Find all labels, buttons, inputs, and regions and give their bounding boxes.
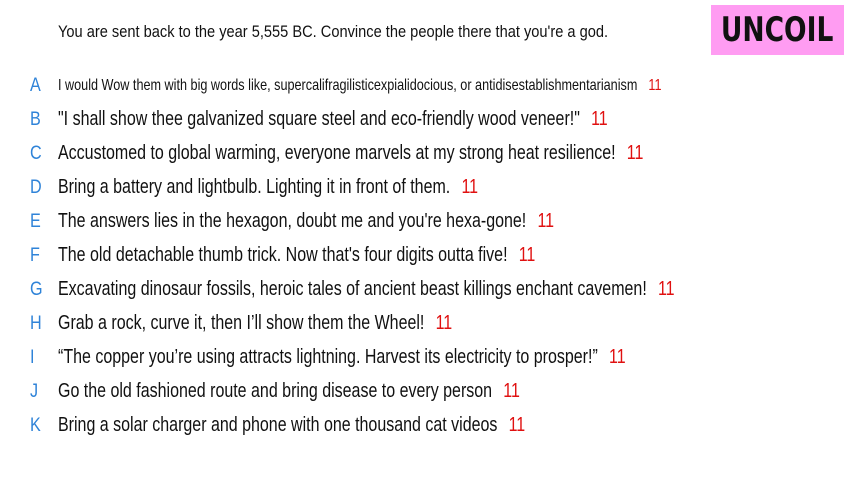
- answer-line: “The copper you’re using attracts lightn…: [58, 346, 626, 369]
- answer-row-d[interactable]: D Bring a battery and lightbulb. Lightin…: [0, 172, 853, 206]
- answer-row-a[interactable]: A I would Wow them with big words like, …: [0, 70, 853, 104]
- answer-score: 11: [461, 176, 479, 198]
- answer-letter: A: [30, 75, 41, 96]
- answer-letter: E: [30, 211, 41, 232]
- answer-row-k[interactable]: K Bring a solar charger and phone with o…: [0, 410, 853, 444]
- answer-score: 11: [537, 210, 555, 232]
- answer-letter: J: [30, 381, 39, 402]
- answer-row-h[interactable]: H Grab a rock, curve it, then I’ll show …: [0, 308, 853, 342]
- answer-row-j[interactable]: J Go the old fashioned route and bring d…: [0, 376, 853, 410]
- answer-text: Grab a rock, curve it, then I’ll show th…: [58, 312, 425, 334]
- answer-score: 11: [508, 414, 526, 436]
- answer-letter: D: [30, 177, 42, 198]
- answer-letter: C: [30, 143, 42, 164]
- answer-score: 11: [648, 77, 662, 94]
- answer-letter: H: [30, 313, 42, 334]
- answer-line: Grab a rock, curve it, then I’ll show th…: [58, 312, 452, 335]
- answer-line: Excavating dinosaur fossils, heroic tale…: [58, 278, 675, 301]
- answer-line: Go the old fashioned route and bring dis…: [58, 380, 520, 403]
- answer-score: 11: [608, 346, 626, 368]
- answer-text: "I shall show thee galvanized square ste…: [58, 108, 580, 130]
- answer-line: "I shall show thee galvanized square ste…: [58, 108, 608, 131]
- answer-line: Bring a solar charger and phone with one…: [58, 414, 525, 437]
- answer-letter: G: [30, 279, 43, 300]
- logo-text: UNCOIL: [721, 10, 834, 50]
- answer-line: Bring a battery and lightbulb. Lighting …: [58, 176, 478, 199]
- answer-list: A I would Wow them with big words like, …: [0, 70, 853, 444]
- question-prompt: You are sent back to the year 5,555 BC. …: [58, 22, 609, 41]
- answer-text: The answers lies in the hexagon, doubt m…: [58, 210, 527, 232]
- answer-row-c[interactable]: C Accustomed to global warming, everyone…: [0, 138, 853, 172]
- answer-text: Excavating dinosaur fossils, heroic tale…: [58, 278, 647, 300]
- answer-score: 11: [518, 244, 536, 266]
- answer-text: “The copper you’re using attracts lightn…: [58, 346, 598, 368]
- answer-score: 11: [591, 108, 608, 130]
- answer-letter: B: [30, 109, 41, 130]
- answer-text: Accustomed to global warming, everyone m…: [58, 142, 616, 164]
- answer-text: Bring a solar charger and phone with one…: [58, 414, 498, 436]
- answer-letter: I: [30, 347, 35, 368]
- answer-line: Accustomed to global warming, everyone m…: [58, 142, 643, 165]
- answer-line: The answers lies in the hexagon, doubt m…: [58, 210, 554, 233]
- answer-row-g[interactable]: G Excavating dinosaur fossils, heroic ta…: [0, 274, 853, 308]
- answer-line: The old detachable thumb trick. Now that…: [58, 244, 535, 267]
- answer-letter: F: [30, 245, 40, 266]
- answer-text: Bring a battery and lightbulb. Lighting …: [58, 176, 451, 198]
- answer-letter: K: [30, 415, 41, 436]
- answer-row-b[interactable]: B "I shall show thee galvanized square s…: [0, 104, 853, 138]
- answer-text: Go the old fashioned route and bring dis…: [58, 380, 493, 402]
- answer-score: 11: [657, 278, 675, 300]
- answer-row-f[interactable]: F The old detachable thumb trick. Now th…: [0, 240, 853, 274]
- answer-row-e[interactable]: E The answers lies in the hexagon, doubt…: [0, 206, 853, 240]
- answer-score: 11: [626, 142, 644, 164]
- uncoil-logo: UNCOIL: [711, 5, 844, 55]
- answer-line: I would Wow them with big words like, su…: [58, 77, 662, 95]
- answer-text: I would Wow them with big words like, su…: [58, 77, 638, 94]
- answer-row-i[interactable]: I “The copper you’re using attracts ligh…: [0, 342, 853, 376]
- answer-text: The old detachable thumb trick. Now that…: [58, 244, 508, 266]
- answer-score: 11: [435, 312, 453, 334]
- answer-score: 11: [503, 380, 520, 402]
